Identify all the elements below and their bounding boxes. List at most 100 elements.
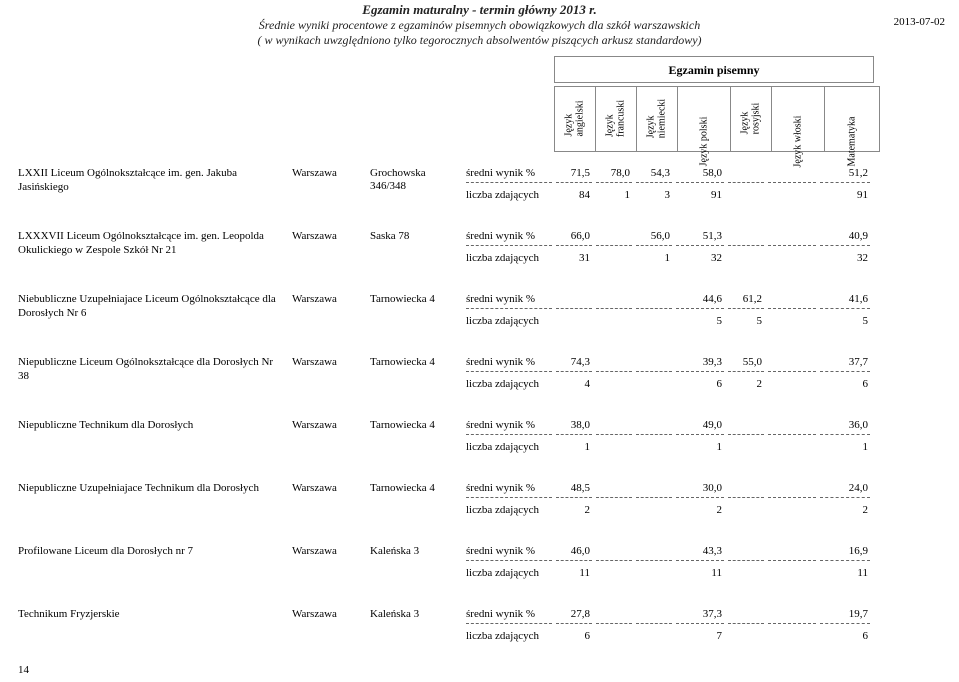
value-avg: 61,2 xyxy=(743,293,762,305)
value-avg: 58,0 xyxy=(703,167,722,179)
metric-label-avg: średni wynik % xyxy=(466,545,554,557)
metric-label-count: liczba zdających xyxy=(466,189,554,201)
data-cell-pol: 49,01 xyxy=(674,411,726,459)
subtitle-line-1: Średnie wyniki procentowe z egzaminów pi… xyxy=(0,18,959,33)
value-avg: 51,3 xyxy=(703,230,722,242)
data-grid: 71,58478,0154,3358,09151,291 xyxy=(554,159,872,207)
data-cell-ang xyxy=(554,285,594,333)
value-avg: 37,3 xyxy=(703,608,722,620)
metric-label-avg: średni wynik % xyxy=(466,419,554,431)
dash-separator xyxy=(768,434,816,435)
street: Tarnowiecka 4 xyxy=(370,293,460,306)
data-cell-ang: 48,52 xyxy=(554,474,594,522)
dash-separator xyxy=(768,182,816,183)
value-avg: 36,0 xyxy=(849,419,868,431)
city: Warszawa xyxy=(292,419,362,431)
data-grid: 74,3439,3655,0237,76 xyxy=(554,348,872,396)
dash-separator xyxy=(596,623,632,624)
data-cell-pol: 39,36 xyxy=(674,348,726,396)
value-avg: 39,3 xyxy=(703,356,722,368)
school-name: Profilowane Liceum dla Dorosłych nr 7 xyxy=(18,545,278,559)
city: Warszawa xyxy=(292,356,362,368)
data-cell-fra xyxy=(594,222,634,270)
value-count: 6 xyxy=(585,630,591,642)
dash-separator xyxy=(596,245,632,246)
column-header-fra: Język francuski xyxy=(596,86,637,152)
value-count: 6 xyxy=(863,378,869,390)
data-cell-ros: 61,25 xyxy=(726,285,766,333)
school-row: Niebubliczne Uzupełniajace Liceum Ogólno… xyxy=(0,284,959,347)
value-count: 7 xyxy=(717,630,723,642)
metric-label-avg: średni wynik % xyxy=(466,608,554,620)
value-avg: 44,6 xyxy=(703,293,722,305)
data-cell-ang: 74,34 xyxy=(554,348,594,396)
value-count: 32 xyxy=(857,252,868,264)
school-row: LXXII Liceum Ogólnokształcące im. gen. J… xyxy=(0,158,959,221)
school-row: Niepubliczne Technikum dla DorosłychWars… xyxy=(0,410,959,473)
value-avg: 66,0 xyxy=(571,230,590,242)
dash-separator xyxy=(636,560,672,561)
value-count: 31 xyxy=(579,252,590,264)
street: Kaleńska 3 xyxy=(370,545,460,558)
data-cell-wlo xyxy=(766,474,818,522)
data-cell-nie xyxy=(634,411,674,459)
city: Warszawa xyxy=(292,230,362,242)
dash-separator xyxy=(466,308,552,309)
data-rows: LXXII Liceum Ogólnokształcące im. gen. J… xyxy=(0,158,959,662)
value-count: 1 xyxy=(863,441,869,453)
school-name: Niepubliczne Uzupełniajace Technikum dla… xyxy=(18,482,278,496)
data-grid: 48,52 30,02 24,02 xyxy=(554,474,872,522)
value-avg: 51,2 xyxy=(849,167,868,179)
column-header-label: Język francuski xyxy=(606,100,627,137)
data-cell-nie xyxy=(634,285,674,333)
dash-separator xyxy=(466,560,552,561)
school-name: LXXII Liceum Ogólnokształcące im. gen. J… xyxy=(18,167,278,195)
value-count: 5 xyxy=(757,315,763,327)
value-count: 91 xyxy=(711,189,722,201)
value-count: 32 xyxy=(711,252,722,264)
column-header-mat: Matematyka xyxy=(825,86,880,152)
column-header-ang: Język angielski xyxy=(554,86,596,152)
data-cell-mat: 40,932 xyxy=(818,222,872,270)
value-count: 84 xyxy=(579,189,590,201)
dash-separator xyxy=(676,434,724,435)
school-name: LXXXVII Liceum Ogólnokształcące im. gen.… xyxy=(18,230,278,258)
dash-separator xyxy=(820,308,870,309)
dash-separator xyxy=(636,182,672,183)
data-grid: 38,0149,0136,01 xyxy=(554,411,872,459)
value-count: 4 xyxy=(585,378,591,390)
value-avg: 54,3 xyxy=(651,167,670,179)
city: Warszawa xyxy=(292,482,362,494)
data-cell-mat: 36,01 xyxy=(818,411,872,459)
school-row: LXXXVII Liceum Ogólnokształcące im. gen.… xyxy=(0,221,959,284)
data-cell-nie xyxy=(634,474,674,522)
dash-separator xyxy=(820,623,870,624)
data-cell-mat: 24,02 xyxy=(818,474,872,522)
dash-separator xyxy=(596,182,632,183)
school-row: Technikum FryzjerskieWarszawaKaleńska 3ś… xyxy=(0,599,959,662)
value-avg: 49,0 xyxy=(703,419,722,431)
data-cell-wlo xyxy=(766,159,818,207)
dash-separator xyxy=(466,182,552,183)
data-cell-pol: 30,02 xyxy=(674,474,726,522)
data-cell-wlo xyxy=(766,285,818,333)
dash-separator xyxy=(768,623,816,624)
dash-separator xyxy=(820,245,870,246)
dash-separator xyxy=(556,623,592,624)
value-avg: 30,0 xyxy=(703,482,722,494)
data-grid: 44,6561,2541,65 xyxy=(554,285,872,333)
metric-label-avg: średni wynik % xyxy=(466,167,554,179)
value-avg: 24,0 xyxy=(849,482,868,494)
data-cell-ros xyxy=(726,600,766,648)
metric-label-count: liczba zdających xyxy=(466,315,554,327)
city: Warszawa xyxy=(292,293,362,305)
dash-separator xyxy=(556,245,592,246)
dash-separator xyxy=(820,560,870,561)
value-count: 1 xyxy=(665,252,671,264)
data-cell-mat: 16,911 xyxy=(818,537,872,585)
column-header-label: Język angielski xyxy=(565,100,586,136)
dash-separator xyxy=(728,308,764,309)
city: Warszawa xyxy=(292,167,362,179)
dash-separator xyxy=(596,560,632,561)
data-cell-ros: 55,02 xyxy=(726,348,766,396)
